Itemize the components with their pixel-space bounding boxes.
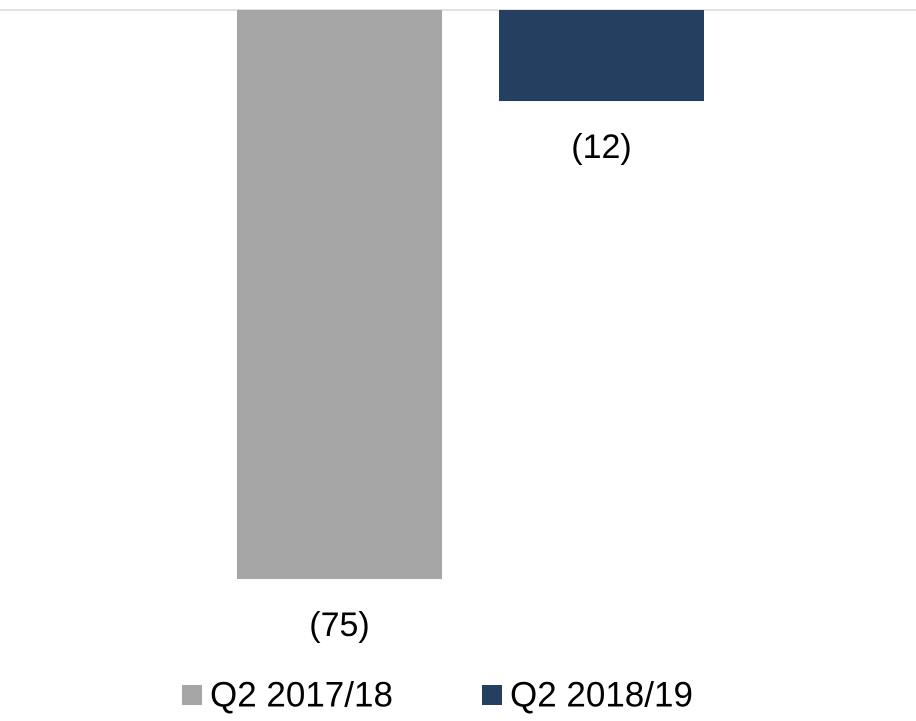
data-label: (12) <box>571 128 631 166</box>
legend-swatch <box>182 685 202 705</box>
bar <box>499 10 704 102</box>
legend-swatch <box>482 685 502 705</box>
legend-label: Q2 2017/18 <box>210 675 393 714</box>
data-label: (75) <box>309 606 369 644</box>
legend-label: Q2 2018/19 <box>510 675 693 714</box>
bar <box>237 10 442 580</box>
